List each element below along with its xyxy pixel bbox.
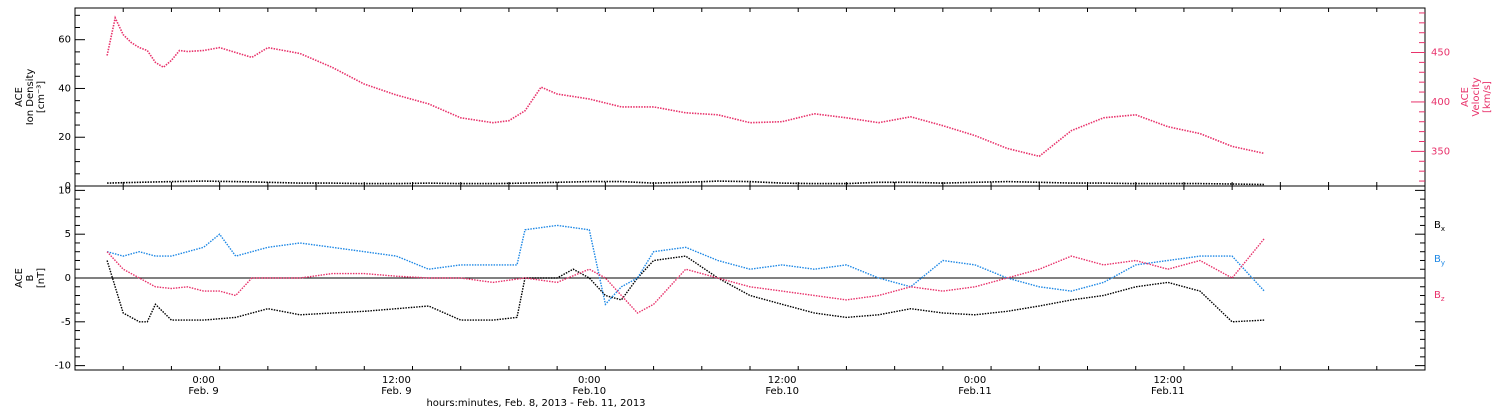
bfield-tick-label: 0: [65, 273, 71, 284]
velocity-tick-label: 400: [1431, 97, 1450, 108]
density-tick-label: 40: [58, 83, 71, 94]
velocity-series: [106, 15, 1265, 158]
velocity-tick-label: 450: [1431, 48, 1450, 59]
bottom-panel-data: [75, 224, 1425, 323]
x-tick-label-time: 0:00: [578, 375, 600, 386]
x-tick-label-time: 0:00: [192, 375, 214, 386]
bfield-tick-label: -5: [61, 317, 71, 328]
density-ylabel-line1: ACE: [14, 87, 25, 107]
top-panel-data: [106, 15, 1265, 186]
bfield-tick-label: 5: [65, 229, 71, 240]
x-tick-label-time: 12:00: [1153, 375, 1182, 386]
density-tick-label: 0: [65, 181, 71, 192]
legend-bx: Bx: [1434, 220, 1445, 233]
velocity-ylabel-line2: Velocity: [1471, 77, 1482, 116]
x-tick-label-date: Feb.10: [572, 386, 606, 397]
density-ylabel-line3: [cm⁻³]: [36, 81, 47, 113]
series-bx: [106, 255, 1265, 323]
series-bz: [106, 238, 1265, 314]
series-by: [106, 224, 1265, 306]
bfield-tick-label: 10: [58, 185, 71, 196]
velocity-ylabel-line1: ACE: [1460, 87, 1471, 107]
velocity-tick-label: 350: [1431, 146, 1450, 157]
bfield-ylabel-line2: B: [25, 274, 36, 281]
density-ylabel-line2: Ion Density: [25, 69, 36, 126]
x-tick-label-time: 12:00: [382, 375, 411, 386]
x-tick-label-date: Feb.11: [958, 386, 992, 397]
x-tick-label-time: 12:00: [768, 375, 797, 386]
bfield-ylabel-line3: [nT]: [36, 268, 47, 288]
x-tick-label-time: 0:00: [964, 375, 986, 386]
density-tick-label: 20: [58, 132, 71, 143]
top-panel-frame: [74, 7, 1426, 187]
x-tick-label-date: Feb.11: [1151, 386, 1185, 397]
axis-ticks: [74, 8, 1426, 370]
bfield-tick-label: -10: [55, 361, 71, 372]
x-tick-label-date: Feb. 9: [381, 386, 411, 397]
bfield-ylabel-line1: ACE: [14, 268, 25, 288]
legend-bz: Bz: [1434, 290, 1445, 303]
density-series: [107, 180, 1265, 186]
legend-by: By: [1434, 254, 1445, 267]
velocity-ylabel-line3: [km/s]: [1482, 81, 1493, 113]
density-tick-label: 60: [58, 35, 71, 46]
x-axis-title: hours:minutes, Feb. 8, 2013 - Feb. 11, 2…: [426, 398, 645, 409]
x-tick-label-date: Feb.10: [765, 386, 799, 397]
x-tick-label-date: Feb. 9: [188, 386, 218, 397]
